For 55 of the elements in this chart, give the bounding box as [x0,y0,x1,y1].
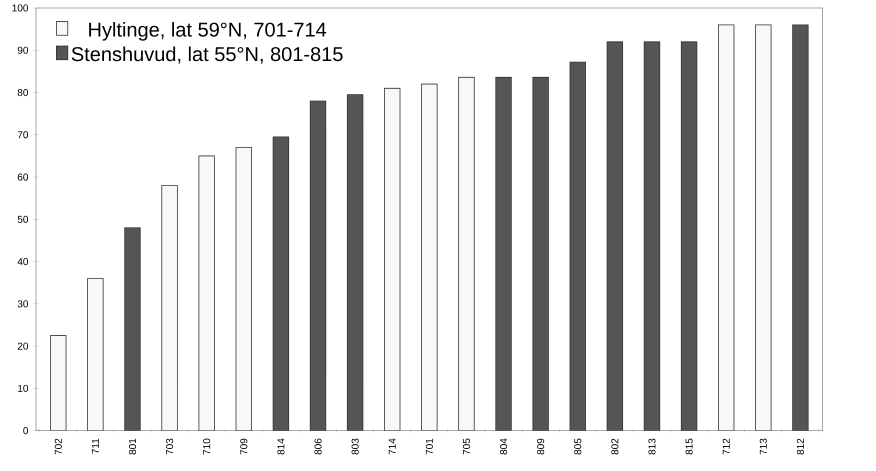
bar [272,136,290,431]
x-tick-label: 805 [574,438,582,455]
bar [755,24,772,431]
bar [458,77,475,431]
x-tick-label: 714 [388,438,396,455]
bar [124,228,141,431]
x-tick-label: 815 [686,438,693,455]
y-tick-label: 80 [18,89,28,96]
bar [644,42,660,431]
bar [198,156,215,431]
bar [718,24,734,431]
bar [384,88,400,431]
x-tick-label: 812 [796,438,804,455]
bar [532,77,549,431]
y-tick-label: 0 [23,427,28,434]
bar [570,62,586,431]
x-tick-label: 712 [722,438,730,455]
bar [346,94,364,431]
x-tick-label: 702 [54,438,62,455]
y-tick-label: 60 [18,174,28,181]
y-tick-label: 50 [18,216,28,224]
bar [606,42,624,431]
legend-label: Stenshuvud, lat 55°N, 801-815 [72,46,343,64]
legend-label: Hyltinge, lat 59°N, 701-714 [89,22,326,41]
bar [87,278,104,431]
x-tick-label: 806 [314,438,322,455]
x-tick-label: 809 [537,438,544,455]
x-tick-label: 709 [240,438,248,455]
y-tick-label: 100 [12,4,28,12]
bar [792,24,809,431]
bar [680,42,698,431]
bar [236,147,252,431]
x-tick-label: 804 [500,438,508,455]
y-tick-label: 40 [18,258,28,266]
y-tick-label: 10 [18,385,28,392]
x-tick-label: 713 [760,438,767,455]
y-tick-label: 20 [18,342,28,350]
x-tick-label: 803 [352,438,359,455]
y-tick-label: 30 [18,300,28,308]
x-tick-label: 710 [203,438,210,455]
x-tick-label: 814 [277,438,284,455]
x-tick-label: 813 [648,438,656,455]
y-tick-label: 70 [18,131,28,139]
y-tick-label: 90 [18,46,28,54]
x-tick-label: 703 [166,438,174,455]
x-tick-label: 711 [92,438,99,454]
bar [50,335,66,431]
bar [310,100,326,431]
bar [421,84,438,431]
x-tick-label: 801 [128,438,136,455]
x-tick-label: 701 [426,438,433,455]
bar [161,185,178,431]
x-tick-label: 705 [462,438,470,455]
x-tick-label: 802 [611,438,618,455]
bar [495,77,512,431]
